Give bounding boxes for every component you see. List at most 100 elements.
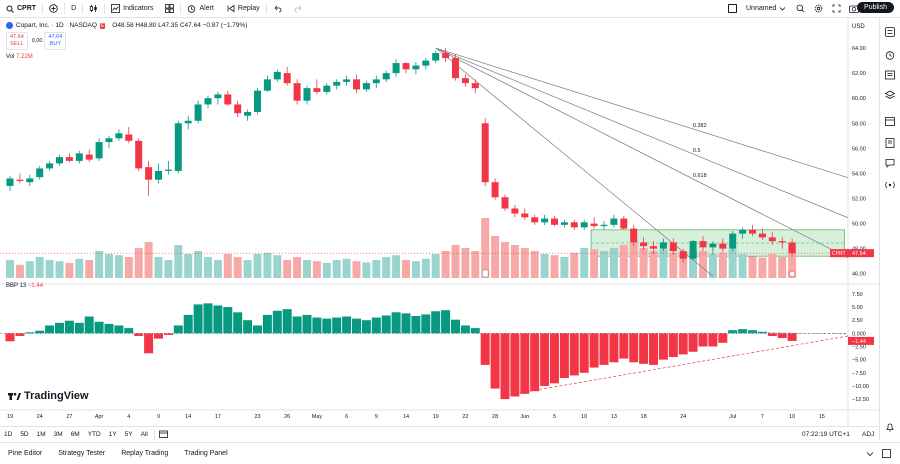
oscillator-tick-label: 5.00 xyxy=(852,305,863,311)
chat-icon[interactable] xyxy=(885,158,895,168)
templates-button[interactable] xyxy=(159,0,180,17)
publish-button[interactable]: Publish xyxy=(857,2,894,13)
oscillator-trendline xyxy=(732,331,849,335)
plus-circle-icon xyxy=(49,4,58,13)
volume-bar xyxy=(184,254,193,278)
alarm-clock-icon[interactable] xyxy=(885,50,895,60)
maximize-icon[interactable] xyxy=(882,449,891,458)
range-all[interactable]: All xyxy=(140,431,148,438)
candle-body xyxy=(412,65,420,70)
oscillator-trendline xyxy=(504,335,849,396)
layers-icon[interactable] xyxy=(885,90,895,100)
x-tick-label: 10 xyxy=(581,414,587,420)
bbp-bar xyxy=(203,303,213,334)
candle-body xyxy=(164,169,172,171)
candle-body xyxy=(26,178,34,183)
bbp-bar xyxy=(391,312,401,334)
chevron-down-icon[interactable] xyxy=(866,450,874,458)
price-tick-label: 64.00 xyxy=(852,46,866,52)
interval-button[interactable]: D xyxy=(71,5,77,12)
adjust-toggle[interactable]: ADJ xyxy=(862,431,875,438)
range-1d[interactable]: 1D xyxy=(4,431,13,438)
redo-button[interactable] xyxy=(288,0,309,17)
gear-icon xyxy=(814,4,823,13)
sell-button[interactable]: 47.64 SELL xyxy=(6,32,28,50)
chart-type-button[interactable] xyxy=(83,0,104,17)
volume-bar xyxy=(204,257,212,278)
range-3m[interactable]: 3M xyxy=(53,431,63,438)
tab-trading-panel[interactable]: Trading Panel xyxy=(184,450,228,457)
volume-bar xyxy=(15,264,24,278)
bbp-bar xyxy=(530,333,540,392)
candle-body xyxy=(452,58,459,79)
indicators-button[interactable]: Indicators xyxy=(105,0,159,17)
candle-body xyxy=(224,94,232,105)
signal-icon[interactable] xyxy=(885,180,895,190)
range-6m[interactable]: 6M xyxy=(70,431,80,438)
candle-body xyxy=(501,197,509,209)
symbol-search[interactable]: CPRT xyxy=(0,0,42,17)
volume-bar xyxy=(728,249,737,278)
oscillator-tick-label: −2.50 xyxy=(852,345,866,351)
divider xyxy=(64,3,66,14)
bbp-bar xyxy=(55,322,64,334)
volume-bar xyxy=(778,257,787,278)
bell-icon[interactable] xyxy=(885,422,895,432)
replay-button[interactable]: Replay xyxy=(220,0,266,17)
volume-bar xyxy=(639,248,648,278)
layout-menu[interactable]: Unnamed xyxy=(722,0,792,17)
volume-bar xyxy=(738,254,747,278)
bbp-bar xyxy=(154,333,163,339)
watchlist-icon[interactable] xyxy=(885,27,895,37)
candle-body xyxy=(541,218,549,223)
candle-body xyxy=(709,243,717,248)
goto-date-button[interactable] xyxy=(153,429,172,440)
price-axis[interactable]: 64.00 62.00 60.00 58.00 56.00 54.00 52.00 50.00… xyxy=(852,24,866,278)
settings-button[interactable] xyxy=(808,0,829,17)
range-5d[interactable]: 5D xyxy=(20,431,29,438)
volume-bar xyxy=(748,256,757,278)
bbp-bar xyxy=(767,333,777,336)
buy-label: BUY xyxy=(49,41,62,47)
oscillator-tick-label: 7.50 xyxy=(852,292,863,298)
calendar-icon[interactable] xyxy=(885,116,895,126)
candle-body xyxy=(531,217,539,223)
compare-button[interactable] xyxy=(43,0,64,17)
notes-icon[interactable] xyxy=(885,138,895,148)
quick-search-button[interactable] xyxy=(790,0,811,17)
news-icon[interactable] xyxy=(885,70,895,80)
tab-pine-editor[interactable]: Pine Editor xyxy=(8,450,43,457)
bbp-bar xyxy=(322,318,332,334)
bbp-bar xyxy=(35,330,45,334)
range-1y[interactable]: 1Y xyxy=(108,431,117,438)
undo-button[interactable] xyxy=(267,0,288,17)
candle-body xyxy=(570,222,578,228)
oscillator-tick-label: −10.00 xyxy=(852,384,869,390)
buy-button[interactable]: 47.64 BUY xyxy=(44,32,67,50)
fullscreen-button[interactable] xyxy=(826,0,847,17)
volume-bar xyxy=(411,261,420,278)
tab-strategy-tester[interactable]: Strategy Tester xyxy=(58,450,106,457)
ohlc-values: O48.58 H48.80 L47.35 C47.64 −0.87 (−1.79… xyxy=(112,22,248,29)
bbp-bar xyxy=(193,304,203,334)
sell-price: 47.64 xyxy=(10,34,24,40)
candle-body xyxy=(263,79,271,91)
tab-replay-trading[interactable]: Replay Trading xyxy=(121,450,169,457)
divider xyxy=(104,3,106,14)
bbp-bar xyxy=(431,311,441,334)
volume-bar xyxy=(679,254,688,278)
chart-area[interactable]: 64.00 62.00 60.00 58.00 56.00 54.00 52.00 50.00… xyxy=(0,18,880,426)
candle-body xyxy=(36,168,44,178)
fib-fan-line xyxy=(435,47,849,259)
clock-readout[interactable]: 07:22:19 UTC+1 xyxy=(802,431,850,438)
range-ytd[interactable]: YTD xyxy=(87,431,101,438)
bbp-bar xyxy=(163,333,173,335)
price-chart[interactable]: 64.0062.0060.0058.0056.0054.0052.0050.00… xyxy=(0,18,880,426)
oscillator-axis[interactable]: 7.50 5.00 2.50 0.000 −2.50 −5.00 −7.50 −10.00 −1… xyxy=(852,292,869,403)
volume-bar xyxy=(164,260,173,278)
bbp-bar xyxy=(114,325,124,334)
alert-button[interactable]: Alert xyxy=(181,0,219,17)
range-5y[interactable]: 5Y xyxy=(124,431,133,438)
bbp-label: BBP 13 xyxy=(6,283,27,289)
range-1m[interactable]: 1M xyxy=(36,431,46,438)
